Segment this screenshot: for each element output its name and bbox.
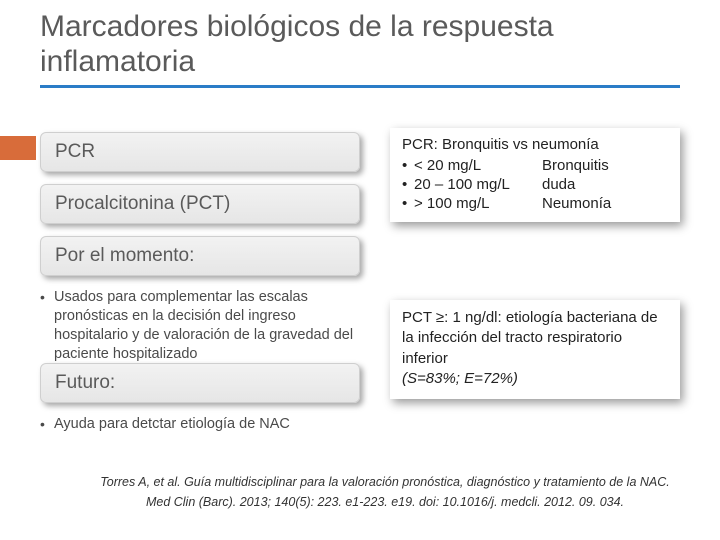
page-title: Marcadores biológicos de la respuesta in…	[40, 10, 680, 79]
bullet-icon: •	[40, 415, 54, 433]
panel-body: PCT ≥: 1 ng/dl: etiología bacteriana de …	[402, 308, 668, 389]
table-row: • 20 – 100 mg/L duda	[402, 176, 668, 193]
threshold-value: > 100 mg/L	[414, 195, 542, 212]
pill-futuro: Futuro:	[40, 363, 360, 403]
threshold-label: Neumonía	[542, 195, 611, 212]
bullet-icon: •	[40, 288, 54, 306]
pill-pcr: PCR	[40, 132, 360, 172]
title-underline	[40, 85, 680, 88]
title-block: Marcadores biológicos de la respuesta in…	[0, 0, 720, 88]
panel-pct-etiology: PCT ≥: 1 ng/dl: etiología bacteriana de …	[390, 300, 680, 399]
list-item: • Usados para complementar las escalas p…	[40, 288, 360, 363]
bullet-text: Usados para complementar las escalas pro…	[54, 288, 360, 363]
bullet-text: Ayuda para detctar etiología de NAC	[54, 415, 290, 434]
bullet-icon: •	[402, 176, 414, 193]
threshold-label: Bronquitis	[542, 157, 609, 174]
list-item: • Ayuda para detctar etiología de NAC	[40, 415, 360, 434]
table-row: • < 20 mg/L Bronquitis	[402, 157, 668, 174]
bullet-icon: •	[402, 157, 414, 174]
left-column: PCR Procalcitonina (PCT) Por el momento:…	[40, 132, 360, 442]
threshold-label: duda	[542, 176, 575, 193]
bullet-list-current: • Usados para complementar las escalas p…	[40, 288, 360, 363]
pill-por-el-momento: Por el momento:	[40, 236, 360, 276]
bullet-list-future: • Ayuda para detctar etiología de NAC	[40, 415, 360, 434]
bullet-icon: •	[402, 195, 414, 212]
panel-title: PCR: Bronquitis vs neumonía	[402, 136, 668, 153]
accent-bar	[0, 136, 36, 160]
reference-line: Med Clin (Barc). 2013; 140(5): 223. e1-2…	[70, 492, 700, 512]
threshold-value: < 20 mg/L	[414, 157, 542, 174]
right-column: PCR: Bronquitis vs neumonía • < 20 mg/L …	[390, 128, 680, 399]
panel-pcr-thresholds: PCR: Bronquitis vs neumonía • < 20 mg/L …	[390, 128, 680, 222]
reference-line: Torres A, et al. Guía multidisciplinar p…	[70, 472, 700, 492]
table-row: • > 100 mg/L Neumonía	[402, 195, 668, 212]
references: Torres A, et al. Guía multidisciplinar p…	[70, 472, 700, 512]
panel-stats: (S=83%; E=72%)	[402, 370, 518, 387]
panel-text: PCT ≥: 1 ng/dl: etiología bacteriana de …	[402, 309, 658, 367]
threshold-value: 20 – 100 mg/L	[414, 176, 542, 193]
pill-pct: Procalcitonina (PCT)	[40, 184, 360, 224]
